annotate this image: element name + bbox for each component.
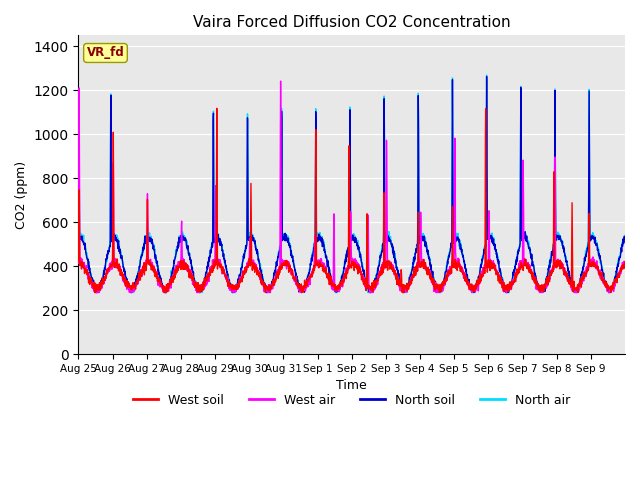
Text: VR_fd: VR_fd <box>86 47 124 60</box>
Legend: West soil, West air, North soil, North air: West soil, West air, North soil, North a… <box>128 389 575 412</box>
Y-axis label: CO2 (ppm): CO2 (ppm) <box>15 161 28 229</box>
X-axis label: Time: Time <box>337 379 367 393</box>
Title: Vaira Forced Diffusion CO2 Concentration: Vaira Forced Diffusion CO2 Concentration <box>193 15 511 30</box>
